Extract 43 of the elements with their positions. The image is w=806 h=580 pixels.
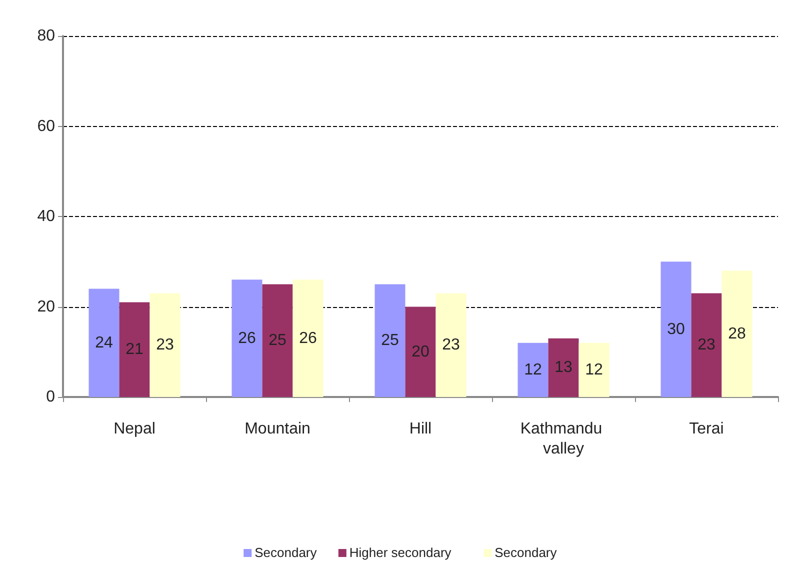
y-tick-label: 20: [37, 298, 56, 316]
bar: [150, 293, 180, 397]
data-label: 23: [156, 336, 174, 354]
data-label: 26: [238, 330, 256, 347]
legend-label: Higher secondary: [349, 545, 452, 560]
data-label: 25: [381, 332, 399, 350]
bar: [578, 342, 610, 397]
bar: [374, 284, 406, 397]
bar: [119, 302, 150, 397]
bar: [436, 293, 466, 397]
x-tick-label: Hill: [409, 420, 432, 438]
data-label: 26: [299, 330, 318, 347]
data-label: 12: [585, 361, 604, 378]
x-tick-label: Nepal: [114, 420, 156, 438]
x-tick-label: Terai: [689, 420, 724, 438]
data-label: 28: [728, 325, 746, 342]
y-tick-label: 60: [37, 118, 56, 135]
bar: [232, 280, 262, 397]
bar: [722, 270, 752, 397]
y-tick-label: 0: [46, 388, 56, 406]
data-label: 23: [698, 336, 716, 354]
y-tick-label: 40: [37, 208, 56, 225]
x-tick-label: Mountain: [244, 420, 310, 438]
data-label: 24: [95, 334, 113, 352]
y-tick-label: 80: [37, 28, 56, 44]
bar: [518, 342, 548, 397]
bar: [88, 288, 120, 397]
data-label: 13: [554, 359, 572, 376]
legend-label: Secondary: [494, 545, 558, 560]
legend-label: Secondary: [254, 545, 318, 560]
bar: [292, 280, 324, 397]
bar: [262, 284, 293, 397]
bar: [691, 293, 722, 397]
data-label: 30: [667, 320, 685, 338]
bar: [660, 262, 692, 397]
data-label: 21: [126, 341, 144, 358]
bar: [405, 306, 436, 397]
bar: [548, 338, 579, 397]
x-tick-label: Kathmandu valley: [520, 420, 607, 458]
data-label: 20: [412, 343, 430, 360]
data-label: 23: [442, 336, 460, 354]
data-label: 25: [268, 332, 286, 350]
data-label: 12: [524, 361, 542, 378]
